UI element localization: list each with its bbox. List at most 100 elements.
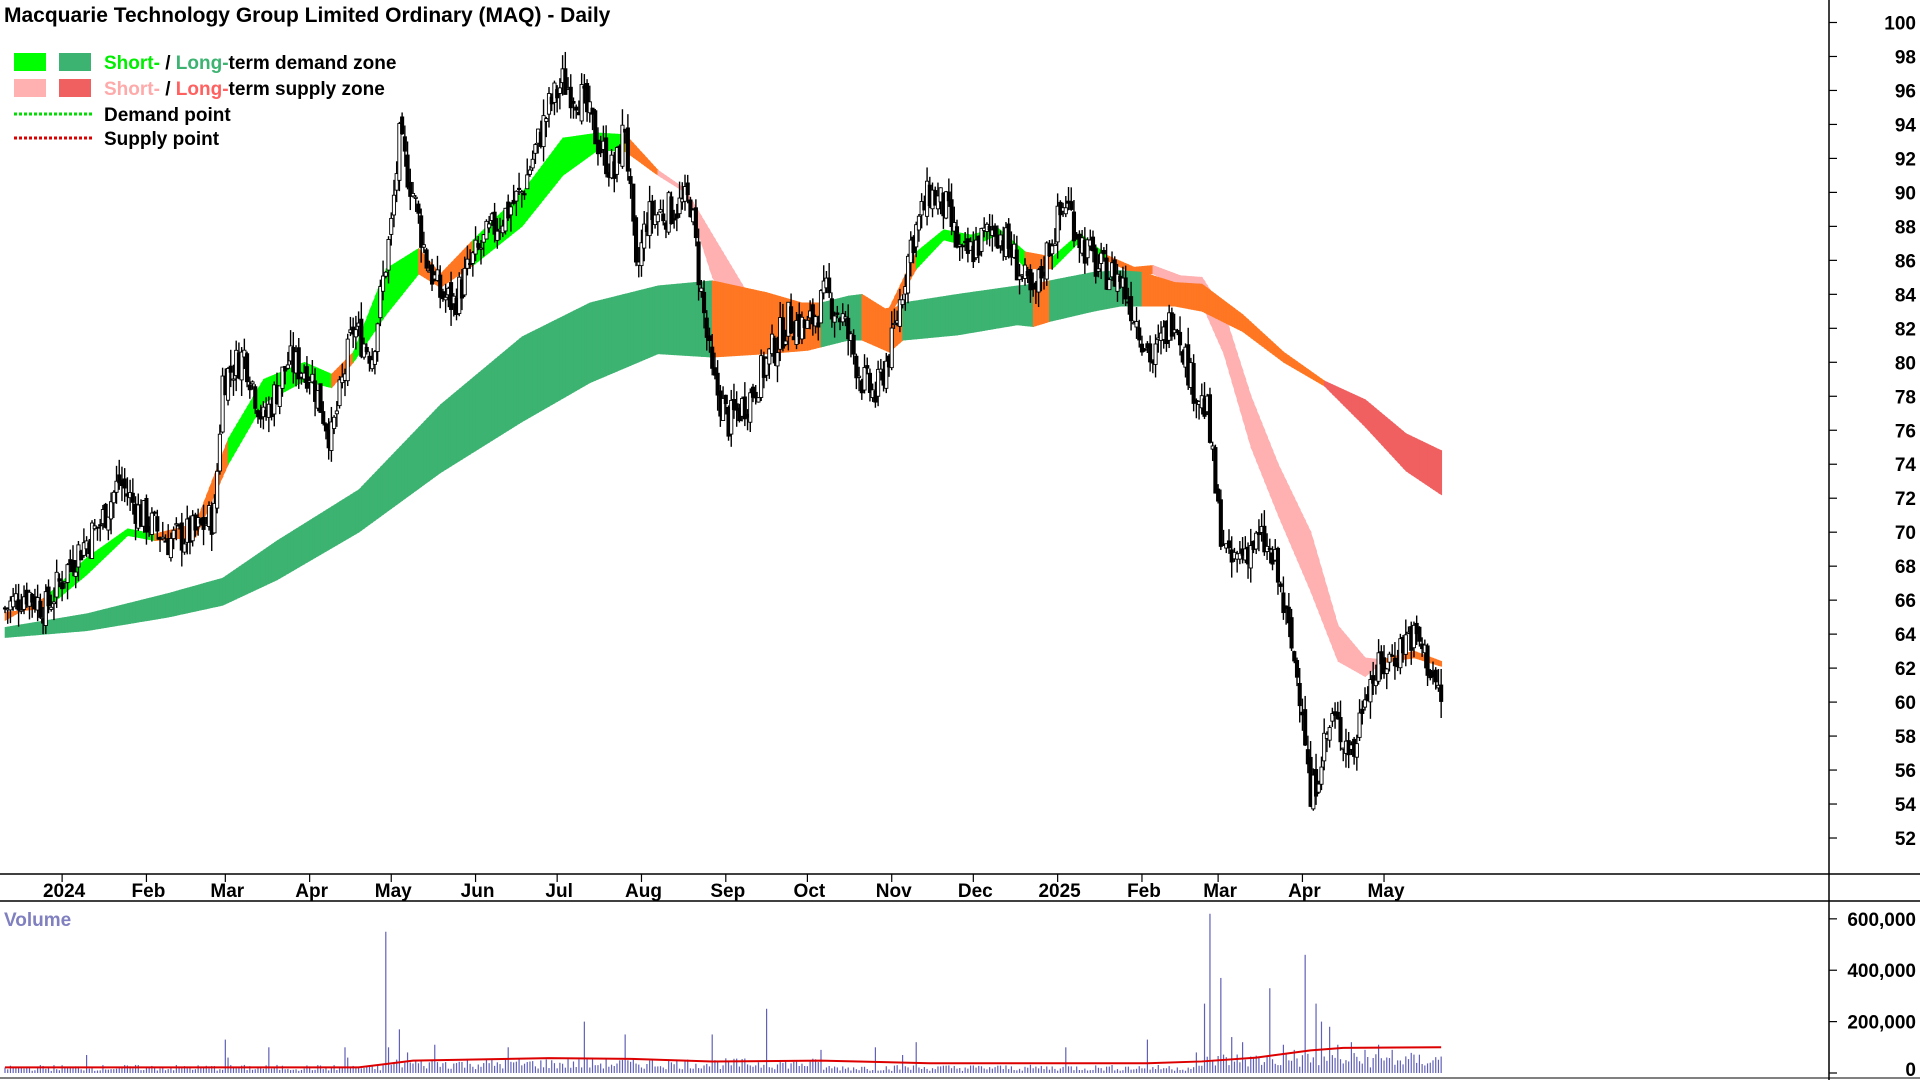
y-tick-label: 62 <box>1895 659 1916 680</box>
candle-body <box>775 352 780 367</box>
candle-body <box>468 263 473 266</box>
candle-body <box>1286 606 1291 624</box>
candle-body <box>73 571 78 577</box>
candle-body <box>857 375 862 378</box>
candle-body <box>201 517 206 530</box>
candle-body <box>816 322 821 328</box>
legend-label-part: Short- <box>104 53 160 74</box>
y-tick-label: 72 <box>1895 489 1916 510</box>
candle-body <box>1134 321 1139 328</box>
candle-body <box>832 315 837 323</box>
x-month-label: Sep <box>710 881 745 902</box>
y-tick-label: 52 <box>1895 829 1916 850</box>
candle-body <box>1371 675 1376 684</box>
candle-body <box>103 503 108 528</box>
y-tick-label: 64 <box>1895 625 1917 646</box>
candle-body <box>742 396 747 420</box>
legend-label-part: Long- <box>176 53 229 74</box>
candle-body <box>1093 248 1098 277</box>
candle-body <box>117 474 122 484</box>
candle-body <box>1071 211 1077 242</box>
y-tick-label: 82 <box>1895 319 1916 340</box>
candle-body <box>149 512 154 535</box>
candle-body <box>1055 205 1060 243</box>
candle-body <box>424 249 429 269</box>
candle-body <box>1069 201 1074 210</box>
candle-body <box>38 600 43 618</box>
candle-body <box>1254 532 1259 550</box>
candle-body <box>381 275 386 292</box>
volume-bars <box>4 913 1442 1073</box>
candle-body <box>721 398 726 421</box>
candle-body <box>310 373 315 383</box>
candle-body <box>805 319 810 329</box>
candle-body <box>215 470 220 509</box>
candle-body <box>533 144 538 154</box>
candle-body <box>658 209 663 213</box>
candle-body <box>1313 769 1319 797</box>
y-tick-label: 76 <box>1895 421 1916 442</box>
candle-body <box>394 173 399 191</box>
candle-body <box>43 591 48 626</box>
candle-body <box>1052 243 1057 246</box>
candle-body <box>541 115 546 148</box>
candle-body <box>889 327 894 369</box>
candle-body <box>854 355 859 379</box>
candle-body <box>628 176 633 185</box>
candle-body <box>239 351 244 381</box>
candle-body <box>604 137 609 175</box>
legend-label-part: term supply zone <box>229 79 385 100</box>
candle-body <box>1115 273 1120 292</box>
candle-body <box>476 243 481 248</box>
volume-tick-label: 200,000 <box>1847 1013 1916 1034</box>
candle-body <box>876 368 881 397</box>
y-tick-label: 56 <box>1895 761 1916 782</box>
candle-body <box>873 390 878 403</box>
candle-body <box>1148 343 1153 363</box>
candle-body <box>1090 236 1096 252</box>
y-tick-label: 88 <box>1895 217 1916 238</box>
candle-body <box>818 290 824 324</box>
legend-swatch <box>59 79 91 97</box>
volume-title: Volume <box>4 910 71 931</box>
y-tick-label: 58 <box>1895 727 1916 748</box>
candle-body <box>642 223 647 249</box>
candle-body <box>813 316 818 327</box>
candle-body <box>57 578 62 582</box>
candle-body <box>114 480 119 493</box>
candle-body <box>389 217 394 235</box>
candle-body <box>1322 732 1327 762</box>
y-tick-label: 68 <box>1895 557 1916 578</box>
candle-body <box>1104 257 1109 290</box>
candle-body <box>892 322 897 326</box>
y-tick-label: 74 <box>1895 455 1917 476</box>
legend-swatch <box>14 53 46 71</box>
candle-body <box>419 215 424 248</box>
candle-body <box>935 195 941 210</box>
candle-body <box>1362 699 1368 708</box>
candle-body <box>1085 239 1090 259</box>
candle-body <box>851 334 856 355</box>
candle-body <box>130 492 135 503</box>
candle-body <box>402 136 407 152</box>
candle-body <box>593 110 598 145</box>
candle-body <box>353 329 358 338</box>
candle-body <box>70 559 76 573</box>
candle-body <box>323 423 329 432</box>
candle-body <box>595 139 601 155</box>
candle-body <box>799 316 805 340</box>
candle-body <box>397 123 402 181</box>
candle-body <box>217 433 222 472</box>
candle-body <box>391 194 397 216</box>
candle-body <box>677 197 682 215</box>
candle-body <box>1153 343 1158 365</box>
candle-body <box>318 383 323 413</box>
x-month-label: May <box>1368 881 1405 902</box>
x-month-label: Dec <box>958 881 993 902</box>
candle-body <box>245 353 250 383</box>
candle-body <box>715 372 720 396</box>
candle-body <box>568 86 573 109</box>
candle-body <box>884 360 889 389</box>
candle-body <box>1175 329 1180 333</box>
